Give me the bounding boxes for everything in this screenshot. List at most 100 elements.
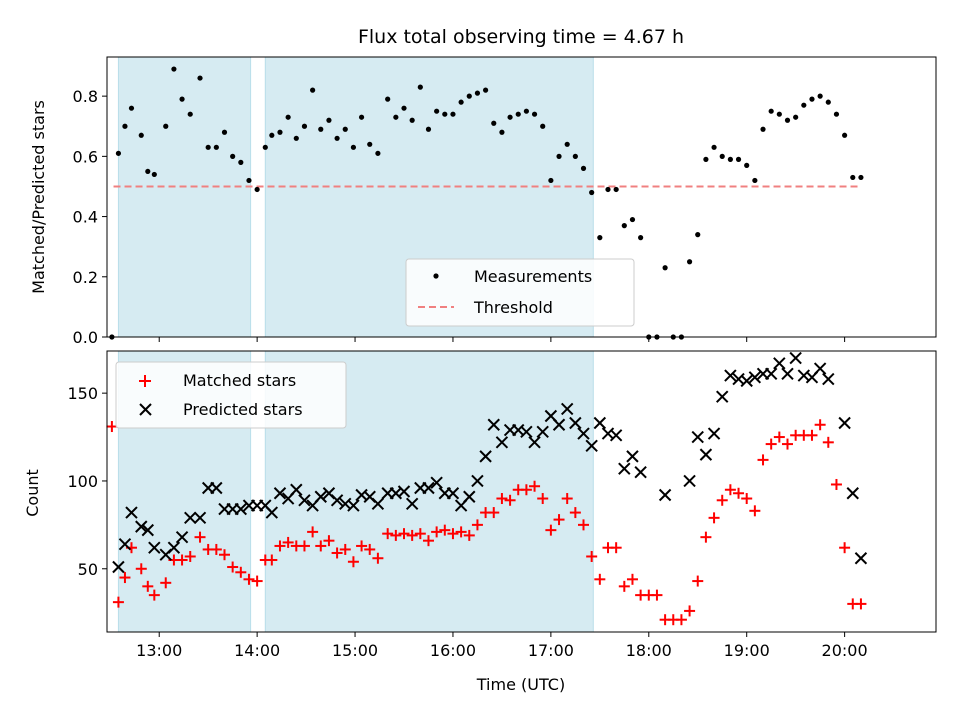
matched-star-point — [586, 550, 598, 562]
measurement-point — [187, 111, 193, 117]
matched-star-point — [227, 561, 239, 573]
predicted-star-point-stroke-b — [298, 494, 311, 507]
matched-star-point — [545, 524, 557, 536]
predicted-star-point — [495, 436, 509, 449]
predicted-star-point — [175, 530, 189, 544]
predicted-star-point-stroke-b — [552, 418, 566, 431]
predicted-star-point-stroke-b — [148, 541, 161, 554]
predicted-star-point-stroke-b — [593, 416, 607, 430]
matched-star-point — [773, 431, 785, 443]
predicted-star-point-stroke-b — [634, 465, 647, 479]
predicted-star-point-stroke-b — [446, 487, 460, 500]
measurement-point — [825, 99, 831, 105]
predicted-star-point — [707, 427, 721, 440]
predicted-star-point-stroke-b — [135, 520, 148, 533]
matched-star-point — [814, 419, 826, 431]
predicted-star-point — [298, 494, 311, 507]
x-tick-label: 20:00 — [822, 641, 868, 660]
measurement-point — [621, 223, 627, 229]
predicted-star-point-stroke-b — [479, 450, 492, 463]
count-legend-box — [115, 361, 347, 429]
x-tick-label: 18:00 — [626, 641, 672, 660]
measurement-point — [246, 177, 252, 184]
predicted-star-point — [593, 416, 607, 430]
measurement-point — [482, 87, 489, 93]
predicted-star-point-stroke-b — [740, 374, 753, 388]
matched-star-point — [724, 484, 736, 496]
measurement-point — [145, 168, 151, 175]
predicted-star-point-stroke-b — [781, 367, 794, 381]
predicted-star-point — [371, 497, 385, 511]
matched-star-point — [323, 535, 335, 547]
matched-star-point — [716, 494, 728, 506]
predicted-star-point-stroke-b — [125, 506, 138, 519]
x-tick-label: 13:00 — [136, 641, 182, 660]
measurement-point — [548, 177, 554, 184]
predicted-star-point — [463, 490, 476, 503]
predicted-star-point-stroke-b — [789, 351, 802, 365]
predicted-star-point-stroke-b — [569, 416, 582, 430]
matched-star-point — [398, 528, 410, 540]
matched-star-point — [382, 528, 394, 540]
matched-star-point — [243, 573, 255, 585]
predicted-star-point — [658, 488, 672, 502]
matched-star-point — [504, 494, 516, 506]
predicted-star-point — [699, 448, 713, 461]
predicted-star-point-stroke-b — [371, 497, 385, 511]
predicted-star-point — [520, 425, 533, 438]
matched-star-point — [298, 540, 310, 552]
predicted-star-point — [479, 450, 492, 463]
measurement-point — [128, 105, 135, 111]
matched-star-point — [455, 526, 467, 538]
measurement-point — [350, 144, 357, 150]
predicted-star-point-stroke-b — [585, 439, 598, 453]
predicted-star-point-stroke-b — [322, 487, 336, 500]
predicted-star-point — [552, 418, 566, 431]
matched-star-point — [184, 550, 196, 562]
measurement-point — [375, 150, 381, 156]
matched-star-point — [106, 421, 118, 433]
measurement-point — [776, 111, 782, 117]
predicted-star-point-stroke-b — [699, 448, 713, 461]
measurements-legend-label: Measurements — [474, 267, 592, 286]
measurement-point — [138, 132, 144, 138]
predicted-star-point — [125, 506, 138, 519]
matched-star-point — [781, 438, 793, 450]
predicted-star-point — [118, 537, 132, 551]
matched-star-point — [651, 589, 663, 601]
predicted-star-point — [822, 372, 835, 386]
predicted-star-point — [691, 430, 704, 444]
predicted-star-point-stroke-b — [544, 409, 558, 423]
matched-star-point — [307, 526, 319, 538]
predicted-star-point — [167, 541, 181, 554]
predicted-star-point-stroke-b — [363, 490, 376, 503]
matched-star-point — [578, 519, 590, 531]
predicted-star-point — [397, 485, 411, 498]
measurement-point — [115, 150, 122, 156]
measurement-point — [662, 265, 668, 271]
predicted-star-point-stroke-b — [210, 481, 223, 495]
predicted-star-point-stroke-b — [193, 511, 207, 525]
matched-star-point — [218, 549, 230, 561]
measurement-point — [393, 114, 399, 120]
predicted-star-point — [234, 502, 248, 516]
matched-star-point — [520, 484, 532, 496]
measurements-legend-marker — [433, 273, 439, 279]
count-legend: Matched stars Predicted stars — [115, 361, 347, 429]
matched-star-point — [135, 563, 147, 575]
measurement-point — [711, 144, 717, 150]
predicted-star-point-stroke-b — [658, 488, 672, 502]
measurement-point — [213, 144, 219, 150]
x-tick-label: 19:00 — [724, 641, 770, 660]
matched-star-point — [757, 454, 769, 466]
measurement-point — [784, 117, 791, 123]
predicted-star-point-stroke-b — [422, 481, 435, 495]
x-tick-label: 15:00 — [332, 641, 378, 660]
matched-star-point — [194, 531, 206, 543]
measurement-point — [842, 132, 848, 138]
predicted-star-point-stroke-b — [112, 560, 125, 574]
matched-star-point — [160, 577, 172, 589]
measurement-point — [703, 156, 709, 162]
predicted-star-point — [854, 552, 868, 565]
ratio-y-axis-label: Matched/Predicted stars — [29, 100, 48, 294]
